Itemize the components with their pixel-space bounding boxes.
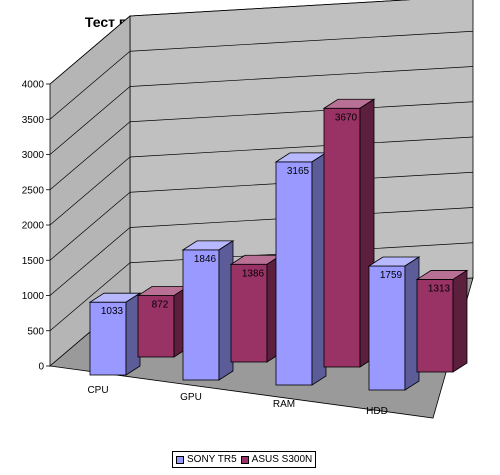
gridline bbox=[129, 30, 474, 52]
data-label: 1759 bbox=[380, 270, 403, 281]
gridline-side bbox=[49, 50, 131, 120]
legend-label-sony: SONY TR5 bbox=[187, 454, 237, 465]
gridline bbox=[129, 0, 411, 17]
bar-gpu-sony bbox=[182, 249, 220, 381]
bar-side bbox=[218, 240, 234, 381]
data-label: 1313 bbox=[428, 283, 451, 294]
category-label-ram: RAM bbox=[273, 399, 295, 410]
gridline-side bbox=[49, 121, 131, 191]
y-tick-label: 4000 bbox=[22, 80, 45, 91]
legend-swatch-sony bbox=[176, 455, 184, 464]
category-label-cpu: CPU bbox=[87, 385, 108, 396]
legend-label-asus: ASUS S300N bbox=[251, 454, 313, 465]
bar-hdd-sony bbox=[368, 265, 406, 391]
bar-ram-sony bbox=[275, 161, 313, 386]
gridline-side bbox=[49, 15, 131, 85]
bar-ram-asus bbox=[323, 107, 361, 368]
gridline-side bbox=[49, 262, 131, 332]
category-label-hdd: HDD bbox=[366, 406, 388, 417]
y-tick-label: 500 bbox=[27, 326, 44, 337]
bar-cpu-asus bbox=[137, 295, 175, 358]
data-label: 1386 bbox=[242, 268, 265, 279]
y-tick-label: 2500 bbox=[22, 185, 45, 196]
data-label: 1846 bbox=[194, 254, 217, 265]
legend-swatch-asus bbox=[240, 455, 249, 464]
gridline-side bbox=[49, 227, 131, 296]
data-label: 872 bbox=[152, 300, 169, 311]
bar-gpu-asus bbox=[230, 263, 268, 363]
gridline-side bbox=[49, 191, 131, 261]
gridline-side bbox=[49, 156, 131, 226]
legend-item-sony: SONY TR5 bbox=[176, 454, 237, 465]
data-label: 3165 bbox=[287, 166, 310, 177]
bar-side bbox=[311, 152, 327, 386]
gridline bbox=[129, 101, 474, 123]
bar-hdd-asus bbox=[416, 279, 454, 373]
y-tick-label: 2000 bbox=[22, 221, 45, 232]
y-tick-label: 3500 bbox=[22, 115, 45, 126]
bar-side bbox=[125, 292, 141, 376]
legend-item-asus: ASUS S300N bbox=[240, 454, 313, 465]
category-label-gpu: GPU bbox=[180, 392, 202, 403]
bar-side bbox=[404, 256, 420, 391]
gridline-side bbox=[49, 86, 131, 155]
y-tick-label: 0 bbox=[38, 362, 44, 373]
data-label: 1033 bbox=[101, 306, 124, 317]
gridline bbox=[129, 66, 474, 87]
gridline bbox=[129, 136, 474, 158]
y-tick-label: 3000 bbox=[22, 150, 45, 161]
data-label: 3670 bbox=[335, 112, 358, 123]
y-tick-label: 1500 bbox=[22, 256, 45, 267]
y-tick-label: 1000 bbox=[22, 291, 45, 302]
legend: SONY TR5 ASUS S300N bbox=[172, 451, 317, 468]
bar-side bbox=[452, 269, 468, 373]
